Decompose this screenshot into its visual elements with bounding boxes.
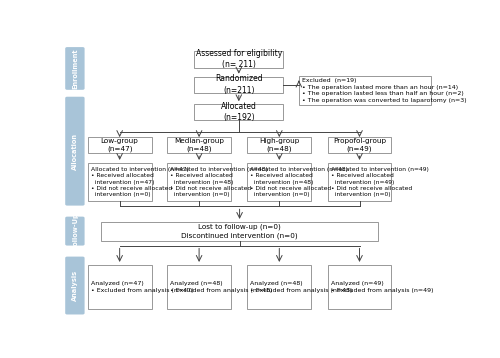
FancyBboxPatch shape xyxy=(88,163,152,202)
FancyBboxPatch shape xyxy=(65,217,84,246)
Text: Analyzed (n=48)
• Excluded from analysis (n=48): Analyzed (n=48) • Excluded from analysis… xyxy=(170,281,272,292)
Text: Median-group
(n=48): Median-group (n=48) xyxy=(174,138,224,153)
FancyBboxPatch shape xyxy=(194,77,284,93)
FancyBboxPatch shape xyxy=(248,265,312,309)
FancyBboxPatch shape xyxy=(88,265,152,309)
Text: Enrollment: Enrollment xyxy=(72,48,78,89)
FancyBboxPatch shape xyxy=(65,97,84,205)
FancyBboxPatch shape xyxy=(88,137,152,153)
Text: Allocation: Allocation xyxy=(72,133,78,170)
Text: Allocated to intervention (n=47)
• Received allocated
  intervention (n=47)
• Di: Allocated to intervention (n=47) • Recei… xyxy=(91,167,189,198)
FancyBboxPatch shape xyxy=(101,222,378,241)
FancyBboxPatch shape xyxy=(248,163,312,202)
FancyBboxPatch shape xyxy=(328,137,392,153)
Text: High-group
(n=48): High-group (n=48) xyxy=(259,138,300,153)
FancyBboxPatch shape xyxy=(65,47,84,90)
FancyBboxPatch shape xyxy=(167,163,231,202)
Text: Allocated to intervention (n=48)
• Received allocated
  intervention (n=48)
• Di: Allocated to intervention (n=48) • Recei… xyxy=(250,167,348,198)
Text: Propofol-group
(n=49): Propofol-group (n=49) xyxy=(333,138,386,153)
Text: Lost to follow-up (n=0)
Discontinued intervention (n=0): Lost to follow-up (n=0) Discontinued int… xyxy=(182,224,298,239)
FancyBboxPatch shape xyxy=(194,104,284,120)
Text: Follow-Up: Follow-Up xyxy=(72,213,78,250)
Text: Randomized
(n=211): Randomized (n=211) xyxy=(215,74,262,95)
FancyBboxPatch shape xyxy=(65,257,84,314)
Text: Low-group
(n=47): Low-group (n=47) xyxy=(100,138,138,153)
Text: Analysis: Analysis xyxy=(72,270,78,301)
Text: Assessed for eligibility
(n= 211): Assessed for eligibility (n= 211) xyxy=(196,49,282,69)
FancyBboxPatch shape xyxy=(299,76,430,105)
Text: Analyzed (n=49)
• Excluded from analysis (n=49): Analyzed (n=49) • Excluded from analysis… xyxy=(330,281,433,292)
Text: Excluded  (n=19)
• The operation lasted more than an hour (n=14)
• The operation: Excluded (n=19) • The operation lasted m… xyxy=(302,78,466,103)
Text: Analyzed (n=47)
• Excluded from analysis (n=47): Analyzed (n=47) • Excluded from analysis… xyxy=(91,281,194,292)
FancyBboxPatch shape xyxy=(328,265,392,309)
FancyBboxPatch shape xyxy=(194,51,284,68)
FancyBboxPatch shape xyxy=(167,137,231,153)
Text: Allocated to intervention (n=48)
• Received allocated
  intervention (n=48)
• Di: Allocated to intervention (n=48) • Recei… xyxy=(170,167,268,198)
Text: Analyzed (n=48)
• Excluded from analysis (n=48): Analyzed (n=48) • Excluded from analysis… xyxy=(250,281,353,292)
FancyBboxPatch shape xyxy=(248,137,312,153)
FancyBboxPatch shape xyxy=(328,163,392,202)
Text: Allocated to intervention (n=49)
• Received allocated
  intervention (n=49)
• Di: Allocated to intervention (n=49) • Recei… xyxy=(330,167,428,198)
FancyBboxPatch shape xyxy=(167,265,231,309)
Text: Allocated
(n=192): Allocated (n=192) xyxy=(221,102,257,122)
